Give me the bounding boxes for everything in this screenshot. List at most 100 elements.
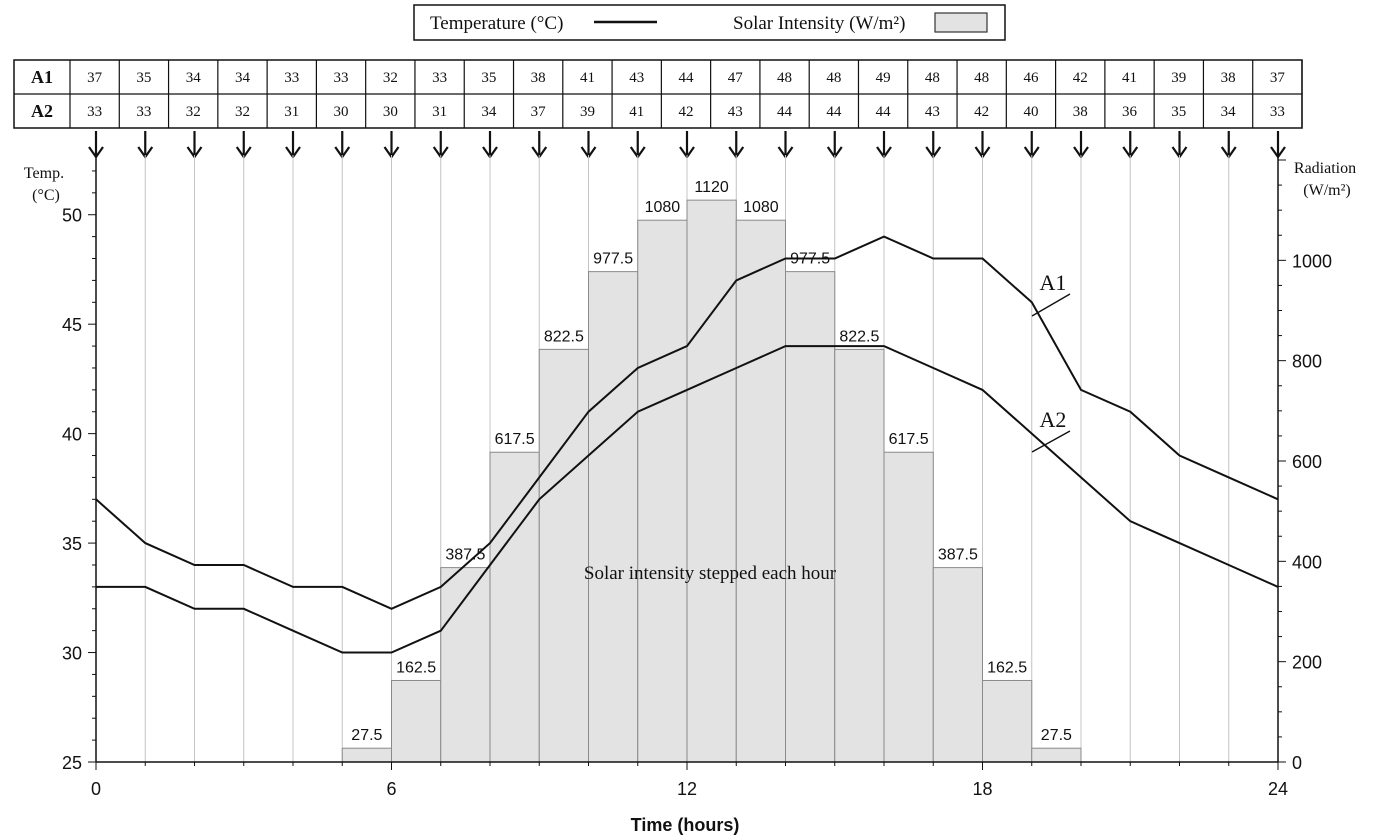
table-cell: 39 (580, 104, 595, 120)
bar-value-label: 27.5 (1041, 727, 1072, 744)
solar-bar (834, 348, 885, 763)
arrow-row (88, 131, 1286, 159)
y2-tick-label: 0 (1292, 753, 1302, 773)
table-cell: 48 (974, 70, 989, 86)
table-cell: 44 (777, 104, 793, 120)
y-tick-label: 40 (62, 425, 82, 445)
table-cell: 48 (925, 70, 940, 86)
y-tick-label: 30 (62, 644, 82, 664)
table-cell: 44 (826, 104, 842, 120)
bar-value-label: 977.5 (593, 251, 633, 268)
table-cell: 37 (531, 104, 547, 120)
table-cell: 41 (629, 104, 644, 120)
table-cell: 42 (679, 104, 694, 120)
table-cell: 41 (580, 70, 595, 86)
x-tick-label: 24 (1268, 779, 1288, 799)
table-cell: 46 (1023, 70, 1039, 86)
table-cell: 32 (235, 104, 250, 120)
table-cell: 35 (136, 70, 151, 86)
table-cell: 34 (481, 104, 497, 120)
solar-bar (637, 219, 688, 763)
legend: Temperature (°C) Solar Intensity (W/m²) (413, 4, 1006, 41)
table-cell: 31 (432, 104, 447, 120)
bar-value-label: 27.5 (351, 727, 382, 744)
y2-tick-label: 1000 (1292, 251, 1332, 271)
table-cell: 37 (87, 70, 103, 86)
table-cell: 49 (876, 70, 891, 86)
table-cell: 31 (284, 104, 299, 120)
bar-value-label: 617.5 (889, 431, 929, 448)
table-cell: 34 (186, 70, 202, 86)
x-tick-label: 12 (677, 779, 697, 799)
table-cell: 35 (1171, 104, 1186, 120)
series-leader (1031, 293, 1071, 317)
table-cell: 33 (87, 104, 102, 120)
annotation: Solar intensity stepped each hour (584, 563, 837, 584)
table-row-label: A1 (31, 67, 53, 87)
series-leader (1031, 430, 1071, 453)
bar-value-label: 822.5 (544, 328, 584, 345)
table-cell: 38 (1221, 70, 1236, 86)
x-tick-label: 0 (91, 779, 101, 799)
solar-bar (440, 567, 491, 763)
temperature-lines (95, 235, 1279, 654)
solar-bar (489, 451, 540, 763)
table-cell: 40 (1023, 104, 1038, 120)
table-cell: 39 (1171, 70, 1186, 86)
series-labels: A1 A2 (1031, 270, 1071, 453)
table-cell: 38 (531, 70, 546, 86)
table-cell: 48 (777, 70, 792, 86)
y2-axis-title-line1: Radiation (1294, 160, 1356, 177)
solar-bar (588, 271, 639, 763)
y-tick-label: 50 (62, 206, 82, 226)
solar-bar (391, 679, 442, 763)
bar-value-label: 387.5 (445, 547, 485, 564)
y-axis-title-line2: (°C) (32, 187, 60, 204)
bar-value-label: 162.5 (396, 659, 436, 676)
table-cell: 36 (1122, 104, 1138, 120)
table-cell: 37 (1270, 70, 1286, 86)
y2-tick-label: 400 (1292, 552, 1322, 572)
table-cell: 43 (629, 70, 644, 86)
series-label-a2: A2 (1040, 407, 1067, 432)
solar-bar (735, 219, 786, 763)
table-cell: 43 (925, 104, 940, 120)
bar-value-label: 387.5 (938, 547, 978, 564)
table-cell: 30 (383, 104, 398, 120)
line-a1 (95, 235, 1279, 610)
solar-bar (982, 679, 1033, 763)
y-tick-label: 35 (62, 534, 82, 554)
table-cell: 33 (284, 70, 299, 86)
bar-value-label: 822.5 (839, 328, 879, 345)
series-label-a1: A1 (1040, 270, 1067, 295)
y2-tick-label: 200 (1292, 653, 1322, 673)
table-cell: 33 (432, 70, 447, 86)
solar-bar (341, 747, 392, 763)
axes: 25 30 35 40 45 50 0 200 400 600 800 1000 0 6 12 18 24 (62, 155, 1332, 799)
table-cell: 48 (826, 70, 841, 86)
bar-value-label: 1080 (743, 199, 779, 216)
data-table: A1 37 35 34 34 33 33 32 33 35 38 41 43 44 47 48 48 49 48 48… (13, 59, 1303, 129)
table-cell: 42 (974, 104, 989, 120)
legend-label-solar: Solar Intensity (W/m²) (733, 13, 905, 34)
solar-bar (883, 451, 934, 763)
table-cell: 33 (136, 104, 151, 120)
table-cell: 33 (1270, 104, 1285, 120)
table-cell: 33 (334, 70, 349, 86)
y2-tick-label: 800 (1292, 352, 1322, 372)
table-row-label: A2 (31, 101, 53, 121)
y2-axis-title-line2: (W/m²) (1303, 182, 1350, 199)
x-tick-label: 18 (972, 779, 992, 799)
legend-box (413, 4, 1006, 41)
table-cell: 34 (235, 70, 251, 86)
line-a2 (96, 345, 1279, 654)
solar-bar (932, 567, 983, 763)
table-cell: 44 (679, 70, 695, 86)
y-axis-title-line1: Temp. (24, 165, 64, 182)
table-cell: 32 (186, 104, 201, 120)
table-cell: 30 (334, 104, 349, 120)
x-axis-title: Time (hours) (631, 815, 740, 835)
table-cell: 44 (876, 104, 892, 120)
y-axis-title: Temp. (°C) (24, 165, 68, 204)
y-tick-label: 45 (62, 315, 82, 335)
